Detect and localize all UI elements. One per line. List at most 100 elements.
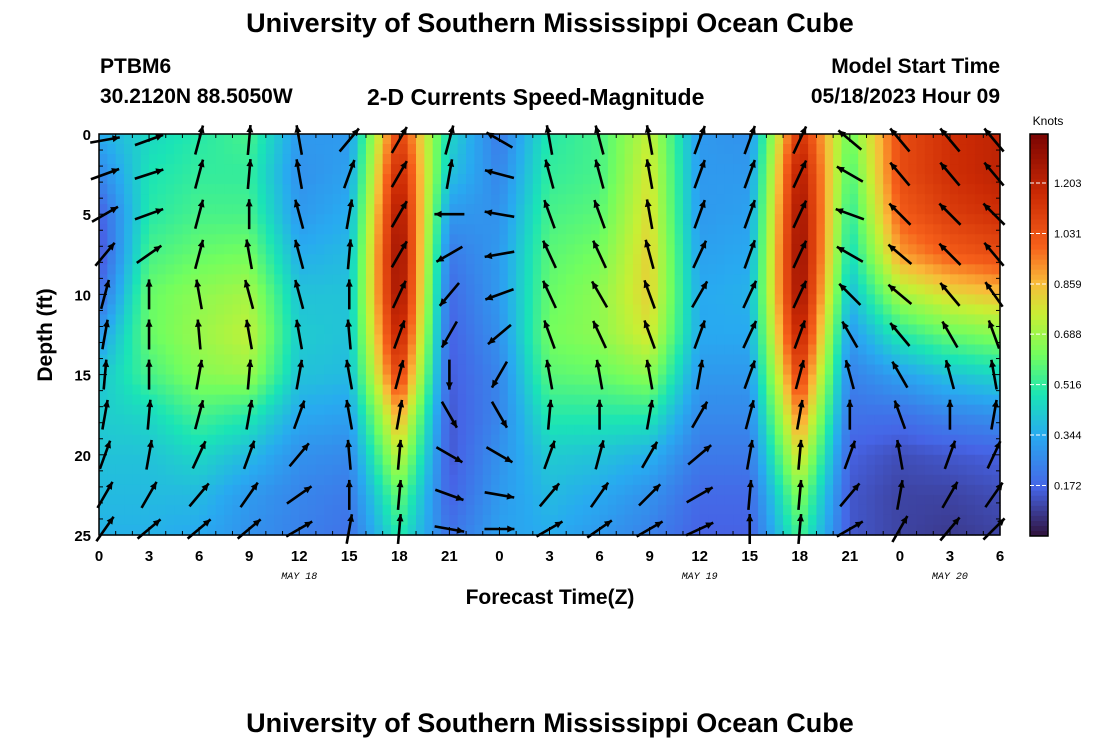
heatmap-cell [107, 304, 117, 316]
heatmap-cell [674, 134, 684, 145]
heatmap-cell [107, 284, 117, 296]
heatmap-cell [299, 494, 309, 506]
heatmap-cell [541, 164, 551, 175]
heatmap-cell [232, 134, 242, 145]
heatmap-cell [733, 384, 742, 396]
heatmap-cell [582, 204, 592, 215]
heatmap-cell [324, 324, 334, 336]
heatmap-cell [566, 444, 576, 456]
heatmap-cell [783, 334, 793, 346]
heatmap-cell [541, 144, 551, 155]
current-vector [145, 439, 154, 470]
heatmap-cell [649, 384, 659, 396]
heatmap-cell [274, 504, 284, 516]
heatmap-cell [349, 404, 359, 416]
heatmap-cell [207, 194, 217, 205]
heatmap-cell [516, 504, 526, 516]
heatmap-cell [607, 354, 617, 366]
heatmap-cell [199, 464, 209, 476]
heatmap-cell [432, 134, 442, 145]
heatmap-cell [532, 134, 542, 145]
heatmap-cell [424, 304, 434, 316]
heatmap-cell [924, 184, 934, 195]
heatmap-cell [365, 294, 375, 306]
heatmap-cell [549, 304, 559, 316]
heatmap-cell [174, 364, 184, 376]
heatmap-cell [566, 234, 576, 245]
heatmap-cell [190, 344, 200, 356]
heatmap-cell [140, 384, 150, 396]
heatmap-cell [374, 214, 384, 225]
heatmap-cell [908, 344, 918, 356]
heatmap-cell [124, 354, 133, 366]
heatmap-cell [816, 394, 826, 406]
heatmap-cell [958, 184, 968, 195]
heatmap-cell [983, 174, 993, 185]
heatmap-cell [424, 514, 434, 526]
current-vector [246, 159, 254, 190]
current-vector [544, 159, 555, 189]
heatmap-cell [232, 514, 242, 526]
colorbar-segment [1030, 410, 1048, 416]
heatmap-cell [607, 144, 617, 155]
heatmap-cell [966, 354, 976, 366]
heatmap-cell [499, 514, 509, 526]
heatmap-cell [524, 494, 534, 506]
heatmap-cell [682, 334, 692, 346]
heatmap-cell [749, 394, 759, 406]
heatmap-cell [958, 474, 968, 486]
heatmap-cell [774, 184, 784, 195]
heatmap-cell [908, 164, 918, 175]
heatmap-cell [682, 494, 692, 506]
heatmap-cell [524, 504, 534, 516]
heatmap-cell [766, 384, 776, 396]
heatmap-cell [783, 354, 793, 366]
heatmap-cell [282, 244, 292, 255]
heatmap-cell [424, 134, 434, 145]
heatmap-cell [666, 424, 676, 436]
heatmap-cell [582, 364, 592, 376]
heatmap-cell [466, 304, 476, 316]
heatmap-cell [390, 474, 400, 486]
heatmap-cell [466, 244, 476, 255]
heatmap-cell [908, 194, 918, 205]
heatmap-cell [808, 234, 818, 245]
heatmap-cell [174, 134, 184, 145]
colorbar-segment [1030, 385, 1048, 391]
heatmap-cell [432, 224, 442, 235]
heatmap-cell [315, 164, 325, 175]
heatmap-cell [215, 294, 225, 306]
heatmap-cell [140, 364, 150, 376]
heatmap-cell [224, 364, 234, 376]
heatmap-cell [708, 364, 717, 376]
heatmap-cell [549, 164, 559, 175]
heatmap-cell [799, 304, 809, 316]
heatmap-cell [724, 284, 734, 296]
heatmap-cell [107, 474, 117, 486]
heatmap-cell [182, 504, 192, 516]
heatmap-cell [674, 424, 684, 436]
heatmap-cell [282, 294, 292, 306]
heatmap-cell [599, 444, 609, 456]
heatmap-cell [666, 494, 676, 506]
heatmap-cell [624, 524, 634, 536]
heatmap-cell [749, 404, 759, 416]
heatmap-cell [958, 284, 968, 296]
heatmap-cell [165, 214, 175, 225]
heatmap-cell [149, 214, 158, 225]
heatmap-cell [632, 474, 642, 486]
heatmap-cell [724, 134, 734, 145]
heatmap-cell [541, 234, 551, 245]
heatmap-cell [974, 424, 984, 436]
heatmap-cell [499, 194, 509, 205]
heatmap-cell [649, 454, 659, 466]
current-vector [239, 481, 259, 508]
heatmap-cell [207, 444, 217, 456]
heatmap-cell [833, 164, 843, 175]
heatmap-cell [566, 504, 576, 516]
heatmap-cell [991, 254, 1001, 265]
heatmap-cell [708, 374, 717, 386]
heatmap-cell [891, 474, 901, 486]
heatmap-cell [532, 174, 542, 185]
heatmap-cell [841, 294, 851, 306]
